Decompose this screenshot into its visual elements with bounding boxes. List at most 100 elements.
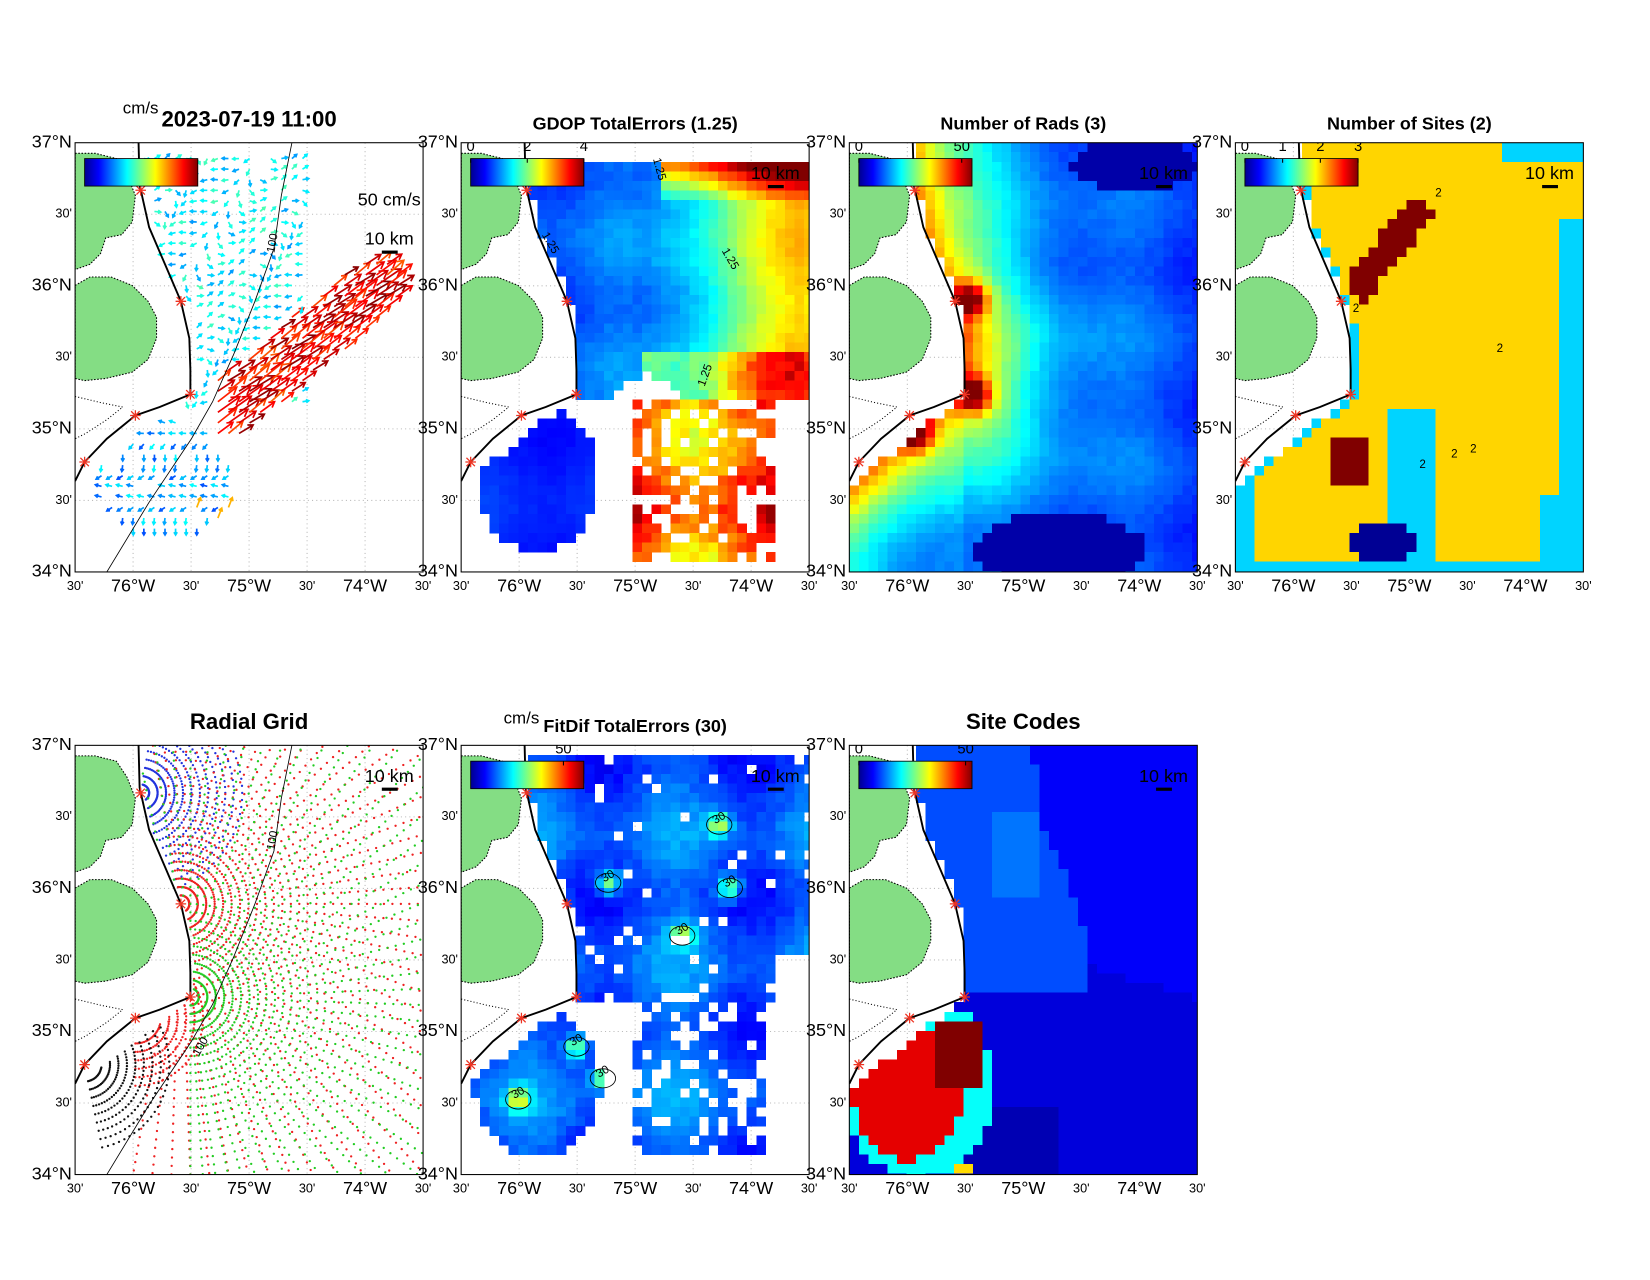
field-cell (1106, 542, 1116, 552)
field-cell (1068, 162, 1078, 172)
field-cell (737, 162, 747, 172)
field-cell (1021, 514, 1031, 524)
field-cell (747, 409, 757, 419)
radial-grid-point (214, 831, 216, 833)
field-cell (1397, 438, 1407, 448)
lon-label: 75°W (613, 576, 657, 596)
field-cell (1550, 266, 1560, 276)
radial-grid-point (232, 833, 234, 835)
field-cell (1530, 276, 1540, 286)
field-cell (1116, 295, 1126, 305)
field-cell (1388, 285, 1398, 295)
radial-grid-point (181, 786, 183, 788)
field-cell (1283, 523, 1293, 533)
field-cell (680, 362, 690, 372)
field-cell (775, 285, 785, 295)
radial-grid-point (229, 750, 231, 752)
field-cell (1163, 343, 1173, 353)
field-cell (1473, 266, 1483, 276)
field-cell (1002, 228, 1012, 238)
field-cell (528, 428, 538, 438)
field-cell (983, 514, 993, 524)
field-cell (1283, 447, 1293, 457)
field-cell (1040, 495, 1050, 505)
field-cell (1173, 190, 1183, 200)
field-cell (1569, 314, 1579, 324)
field-cell (547, 476, 557, 486)
field-cell (1049, 200, 1059, 210)
field-cell (887, 495, 897, 505)
field-cell (1369, 495, 1379, 505)
field-cell (766, 466, 776, 476)
field-cell (1163, 409, 1173, 419)
lat-label: 37°N (32, 131, 72, 151)
field-cell (887, 523, 897, 533)
field-cell (1021, 371, 1031, 381)
field-cell (585, 257, 595, 267)
field-cell (1163, 238, 1173, 248)
field-cell (585, 209, 595, 219)
field-cell (528, 523, 538, 533)
field-cell (747, 285, 757, 295)
field-cell (992, 542, 1002, 552)
field-cell (887, 533, 897, 543)
field-cell (1502, 162, 1512, 172)
field-cell (1464, 371, 1474, 381)
field-cell (1454, 381, 1464, 391)
radial-grid-point (229, 817, 231, 819)
field-cell (633, 171, 643, 181)
radial-grid-point (194, 768, 196, 770)
field-cell (1530, 304, 1540, 314)
field-cell (1483, 266, 1493, 276)
field-cell (613, 238, 623, 248)
field-cell (1521, 476, 1531, 486)
radial-grid-point (182, 835, 184, 837)
radial-grid-point (177, 772, 179, 774)
field-cell (1183, 504, 1193, 514)
radial-grid-point (160, 765, 162, 767)
field-cell (518, 476, 528, 486)
field-cell (556, 219, 566, 229)
field-cell (1331, 419, 1341, 429)
field-cell (1550, 285, 1560, 295)
field-cell (594, 181, 604, 191)
field-cell (1340, 190, 1350, 200)
radial-grid-point (239, 800, 241, 802)
radial-grid-point (194, 819, 196, 821)
radial-grid-point (162, 817, 164, 819)
field-cell (1312, 485, 1322, 495)
field-cell (1087, 419, 1097, 429)
field-cell (1068, 381, 1078, 391)
field-cell (1173, 466, 1183, 476)
field-cell (1087, 181, 1097, 191)
field-cell (868, 542, 878, 552)
field-cell (992, 304, 1002, 314)
field-cell (1011, 447, 1021, 457)
field-cell (661, 362, 671, 372)
field-cell (1483, 190, 1493, 200)
field-cell (1540, 200, 1550, 210)
field-cell (1183, 238, 1193, 248)
field-cell (671, 266, 681, 276)
field-cell (518, 438, 528, 448)
field-cell (1106, 457, 1116, 467)
radial-grid-point (173, 836, 175, 838)
field-cell (1321, 552, 1331, 562)
field-cell (480, 485, 490, 495)
field-cell (1040, 266, 1050, 276)
field-cell (1173, 542, 1183, 552)
field-cell (1183, 542, 1193, 552)
field-cell (1011, 343, 1021, 353)
field-cell (1530, 533, 1540, 543)
field-cell (1559, 238, 1569, 248)
radial-grid-point (150, 760, 152, 762)
field-cell (1407, 276, 1417, 286)
field-cell (690, 362, 700, 372)
field-cell (1369, 266, 1379, 276)
field-cell (1125, 247, 1135, 257)
field-cell (1454, 466, 1464, 476)
field-cell (1521, 457, 1531, 467)
field-cell (1445, 276, 1455, 286)
field-cell (1030, 485, 1040, 495)
field-cell (935, 200, 945, 210)
